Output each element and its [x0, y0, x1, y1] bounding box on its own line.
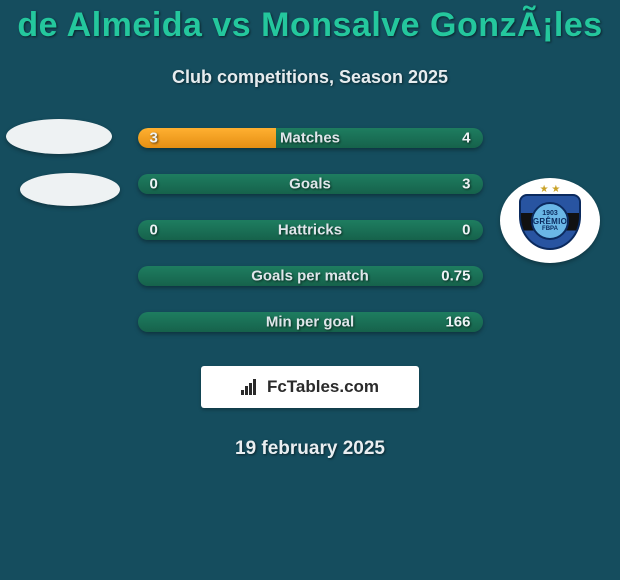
stat-row: Min per goal 166	[138, 312, 483, 332]
brand-box: FcTables.com	[201, 366, 419, 408]
page-title: de Almeida vs Monsalve GonzÃ¡les	[0, 0, 620, 45]
stat-value-right: 4	[462, 130, 470, 147]
brand-text: FcTables.com	[267, 377, 379, 397]
stat-label: Min per goal	[266, 314, 354, 331]
stat-value-left: 3	[150, 130, 158, 147]
stat-label: Goals	[289, 176, 331, 193]
gremio-logo: ★ ★ 1903 GRÊMIO FBPA	[509, 180, 591, 262]
club-badge: ★ ★ 1903 GRÊMIO FBPA	[500, 178, 600, 263]
player2-badge-placeholder	[20, 173, 120, 206]
subtitle: Club competitions, Season 2025	[0, 67, 620, 88]
stat-label: Goals per match	[251, 268, 369, 285]
stat-row: 3 Matches 4	[138, 128, 483, 148]
player1-badge-placeholder	[6, 119, 112, 154]
stat-value-right: 3	[462, 176, 470, 193]
stat-row: Goals per match 0.75	[138, 266, 483, 286]
club-year: 1903	[542, 210, 558, 217]
club-circle: 1903 GRÊMIO FBPA	[531, 202, 569, 240]
club-name: GRÊMIO	[533, 217, 567, 226]
stat-value-left: 0	[150, 176, 158, 193]
stat-row: 0 Hattricks 0	[138, 220, 483, 240]
stat-label: Matches	[280, 130, 340, 147]
stat-value-right: 0.75	[441, 268, 470, 285]
stat-bar-left-fill	[138, 128, 276, 148]
stat-value-right: 0	[462, 222, 470, 239]
stat-row: 0 Goals 3	[138, 174, 483, 194]
chart-icon	[241, 379, 261, 395]
stat-value-left: 0	[150, 222, 158, 239]
stat-label: Hattricks	[278, 222, 342, 239]
club-sub: FBPA	[542, 226, 558, 232]
star-icon: ★ ★	[540, 184, 561, 195]
date-text: 19 february 2025	[0, 438, 620, 460]
stat-value-right: 166	[445, 314, 470, 331]
